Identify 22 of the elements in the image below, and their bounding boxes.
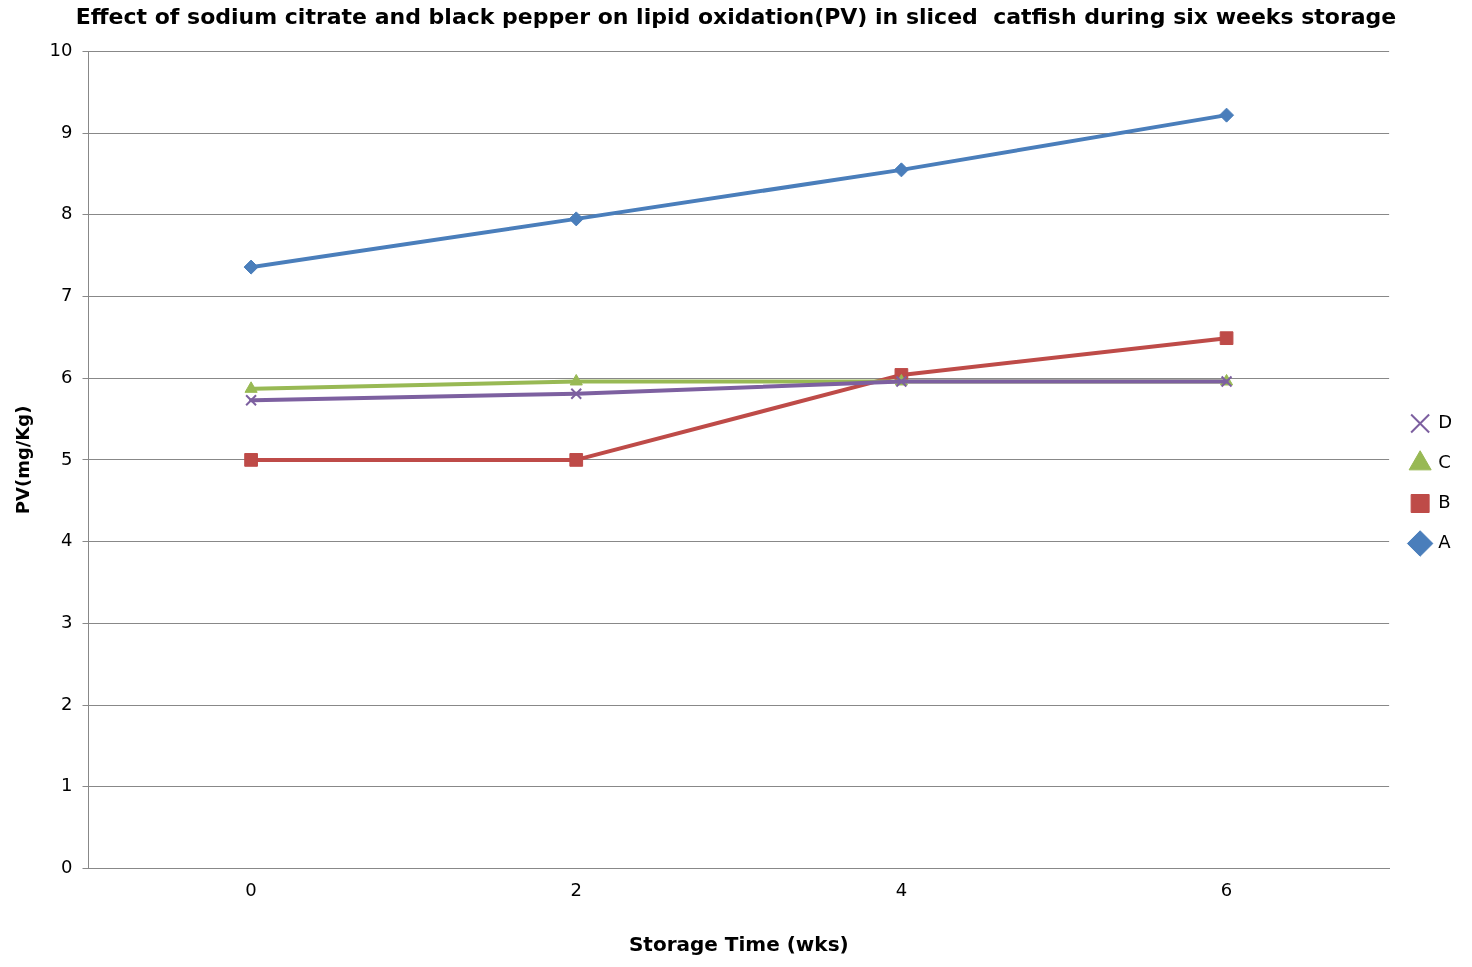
chart-title: Effect of sodium citrate and black pepper on lipid oxidation(PV) in sliced catfish during six weeks storage [75, 3, 1397, 29]
y-tick-label: 6 [61, 365, 73, 387]
y-tick-label: 3 [61, 610, 73, 632]
x-tick-label: 2 [570, 878, 582, 900]
x-tick-label: 4 [895, 878, 908, 900]
legend-label: D [1438, 411, 1453, 433]
y-tick-label: 9 [61, 120, 73, 142]
legend-label: C [1438, 451, 1451, 473]
x-tick-label: 6 [1220, 878, 1233, 900]
y-tick-label: 2 [61, 692, 73, 714]
x-tick-label: 0 [245, 878, 257, 900]
y-tick-label: 7 [61, 284, 73, 306]
y-tick-label: 10 [49, 39, 73, 61]
y-axis-title: PV(mg/Kg) [12, 405, 34, 515]
y-tick-label: 8 [61, 202, 73, 224]
legend-label: B [1438, 491, 1451, 513]
y-tick-label: 4 [61, 529, 73, 551]
x-axis-title: Storage Time (wks) [628, 932, 849, 957]
y-tick-label: 1 [61, 774, 73, 796]
y-tick-label: 0 [61, 856, 73, 878]
y-tick-label: 5 [61, 447, 73, 469]
legend-label: A [1438, 531, 1452, 553]
